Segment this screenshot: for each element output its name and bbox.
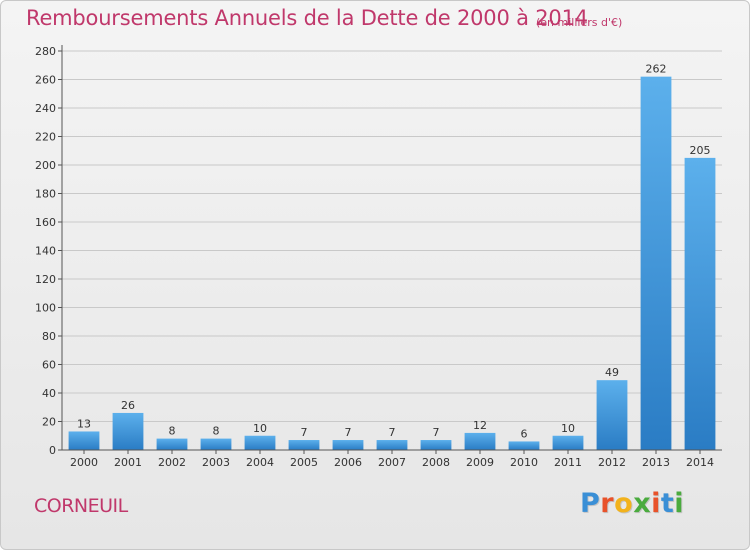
value-label: 8	[213, 425, 220, 438]
value-label: 7	[345, 426, 352, 439]
y-tick-label: 200	[35, 159, 56, 172]
bar	[156, 438, 188, 450]
x-tick-label: 2003	[202, 456, 230, 469]
value-label: 10	[253, 422, 267, 435]
logo-letter: t	[660, 488, 675, 519]
bar	[332, 440, 364, 450]
bar	[288, 440, 320, 450]
x-tick-label: 2005	[290, 456, 318, 469]
y-tick-label: 60	[42, 359, 56, 372]
chart-subtitle: (en milliers d'€)	[536, 16, 623, 29]
bar	[68, 431, 100, 450]
x-tick-label: 2002	[158, 456, 186, 469]
value-label: 49	[605, 366, 619, 379]
value-label: 8	[169, 425, 176, 438]
logo-letter: i	[674, 488, 685, 519]
bar	[420, 440, 452, 450]
value-label: 12	[473, 419, 487, 432]
x-tick-label: 2011	[554, 456, 582, 469]
axes: 0 20 40 60 80 100 120 140 160 180 200 220 240 260 280 2…	[35, 45, 722, 469]
y-tick-label: 0	[49, 444, 56, 457]
value-label: 26	[121, 399, 135, 412]
logo-letter: x	[633, 488, 652, 519]
y-tick-label: 260	[35, 74, 56, 87]
y-tick-label: 100	[35, 302, 56, 315]
bar	[200, 438, 232, 450]
x-tick-label: 2004	[246, 456, 274, 469]
y-tick-label: 20	[42, 416, 56, 429]
proxiti-logo: Proxiti	[580, 488, 684, 519]
bar	[244, 435, 276, 450]
logo-letter: r	[600, 488, 615, 519]
value-label: 6	[521, 427, 528, 440]
bar	[464, 432, 496, 450]
value-label: 7	[301, 426, 308, 439]
value-label: 7	[433, 426, 440, 439]
bar	[596, 380, 628, 450]
y-tick-label: 220	[35, 131, 56, 144]
x-tick-label: 2010	[510, 456, 538, 469]
logo-letter: P	[580, 488, 601, 519]
value-label: 205	[690, 144, 711, 157]
bar	[684, 157, 716, 450]
bars: 13 26 8 8 10 7 7 7 7 12 6 10 49 262 205	[68, 63, 716, 451]
y-tick-label: 80	[42, 330, 56, 343]
grid-lines	[62, 50, 722, 451]
chart-title: Remboursements Annuels de la Dette de 20…	[26, 6, 588, 30]
x-tick-label: 2007	[378, 456, 406, 469]
x-tick-label: 2013	[642, 456, 670, 469]
y-tick-label: 180	[35, 188, 56, 201]
bar	[552, 435, 584, 450]
commune-name: CORNEUIL	[34, 495, 128, 517]
bar	[376, 440, 408, 450]
logo-letter: i	[651, 488, 661, 519]
y-tick-label: 140	[35, 245, 56, 258]
y-tick-label: 160	[35, 216, 56, 229]
x-tick-label: 2006	[334, 456, 362, 469]
value-label: 7	[389, 426, 396, 439]
value-label: 262	[646, 63, 667, 76]
bar	[640, 76, 672, 451]
y-tick-label: 280	[35, 45, 56, 58]
bar	[112, 412, 144, 450]
y-tick-label: 240	[35, 102, 56, 115]
bar	[508, 441, 540, 450]
x-tick-label: 2014	[686, 456, 714, 469]
value-label: 10	[561, 422, 575, 435]
y-tick-label: 40	[42, 387, 56, 400]
x-tick-label: 2012	[598, 456, 626, 469]
y-tick-label: 120	[35, 273, 56, 286]
x-tick-label: 2009	[466, 456, 494, 469]
x-tick-label: 2008	[422, 456, 450, 469]
value-label: 13	[77, 417, 91, 430]
x-tick-label: 2001	[114, 456, 142, 469]
logo-letter: o	[614, 488, 634, 519]
x-tick-label: 2000	[70, 456, 98, 469]
